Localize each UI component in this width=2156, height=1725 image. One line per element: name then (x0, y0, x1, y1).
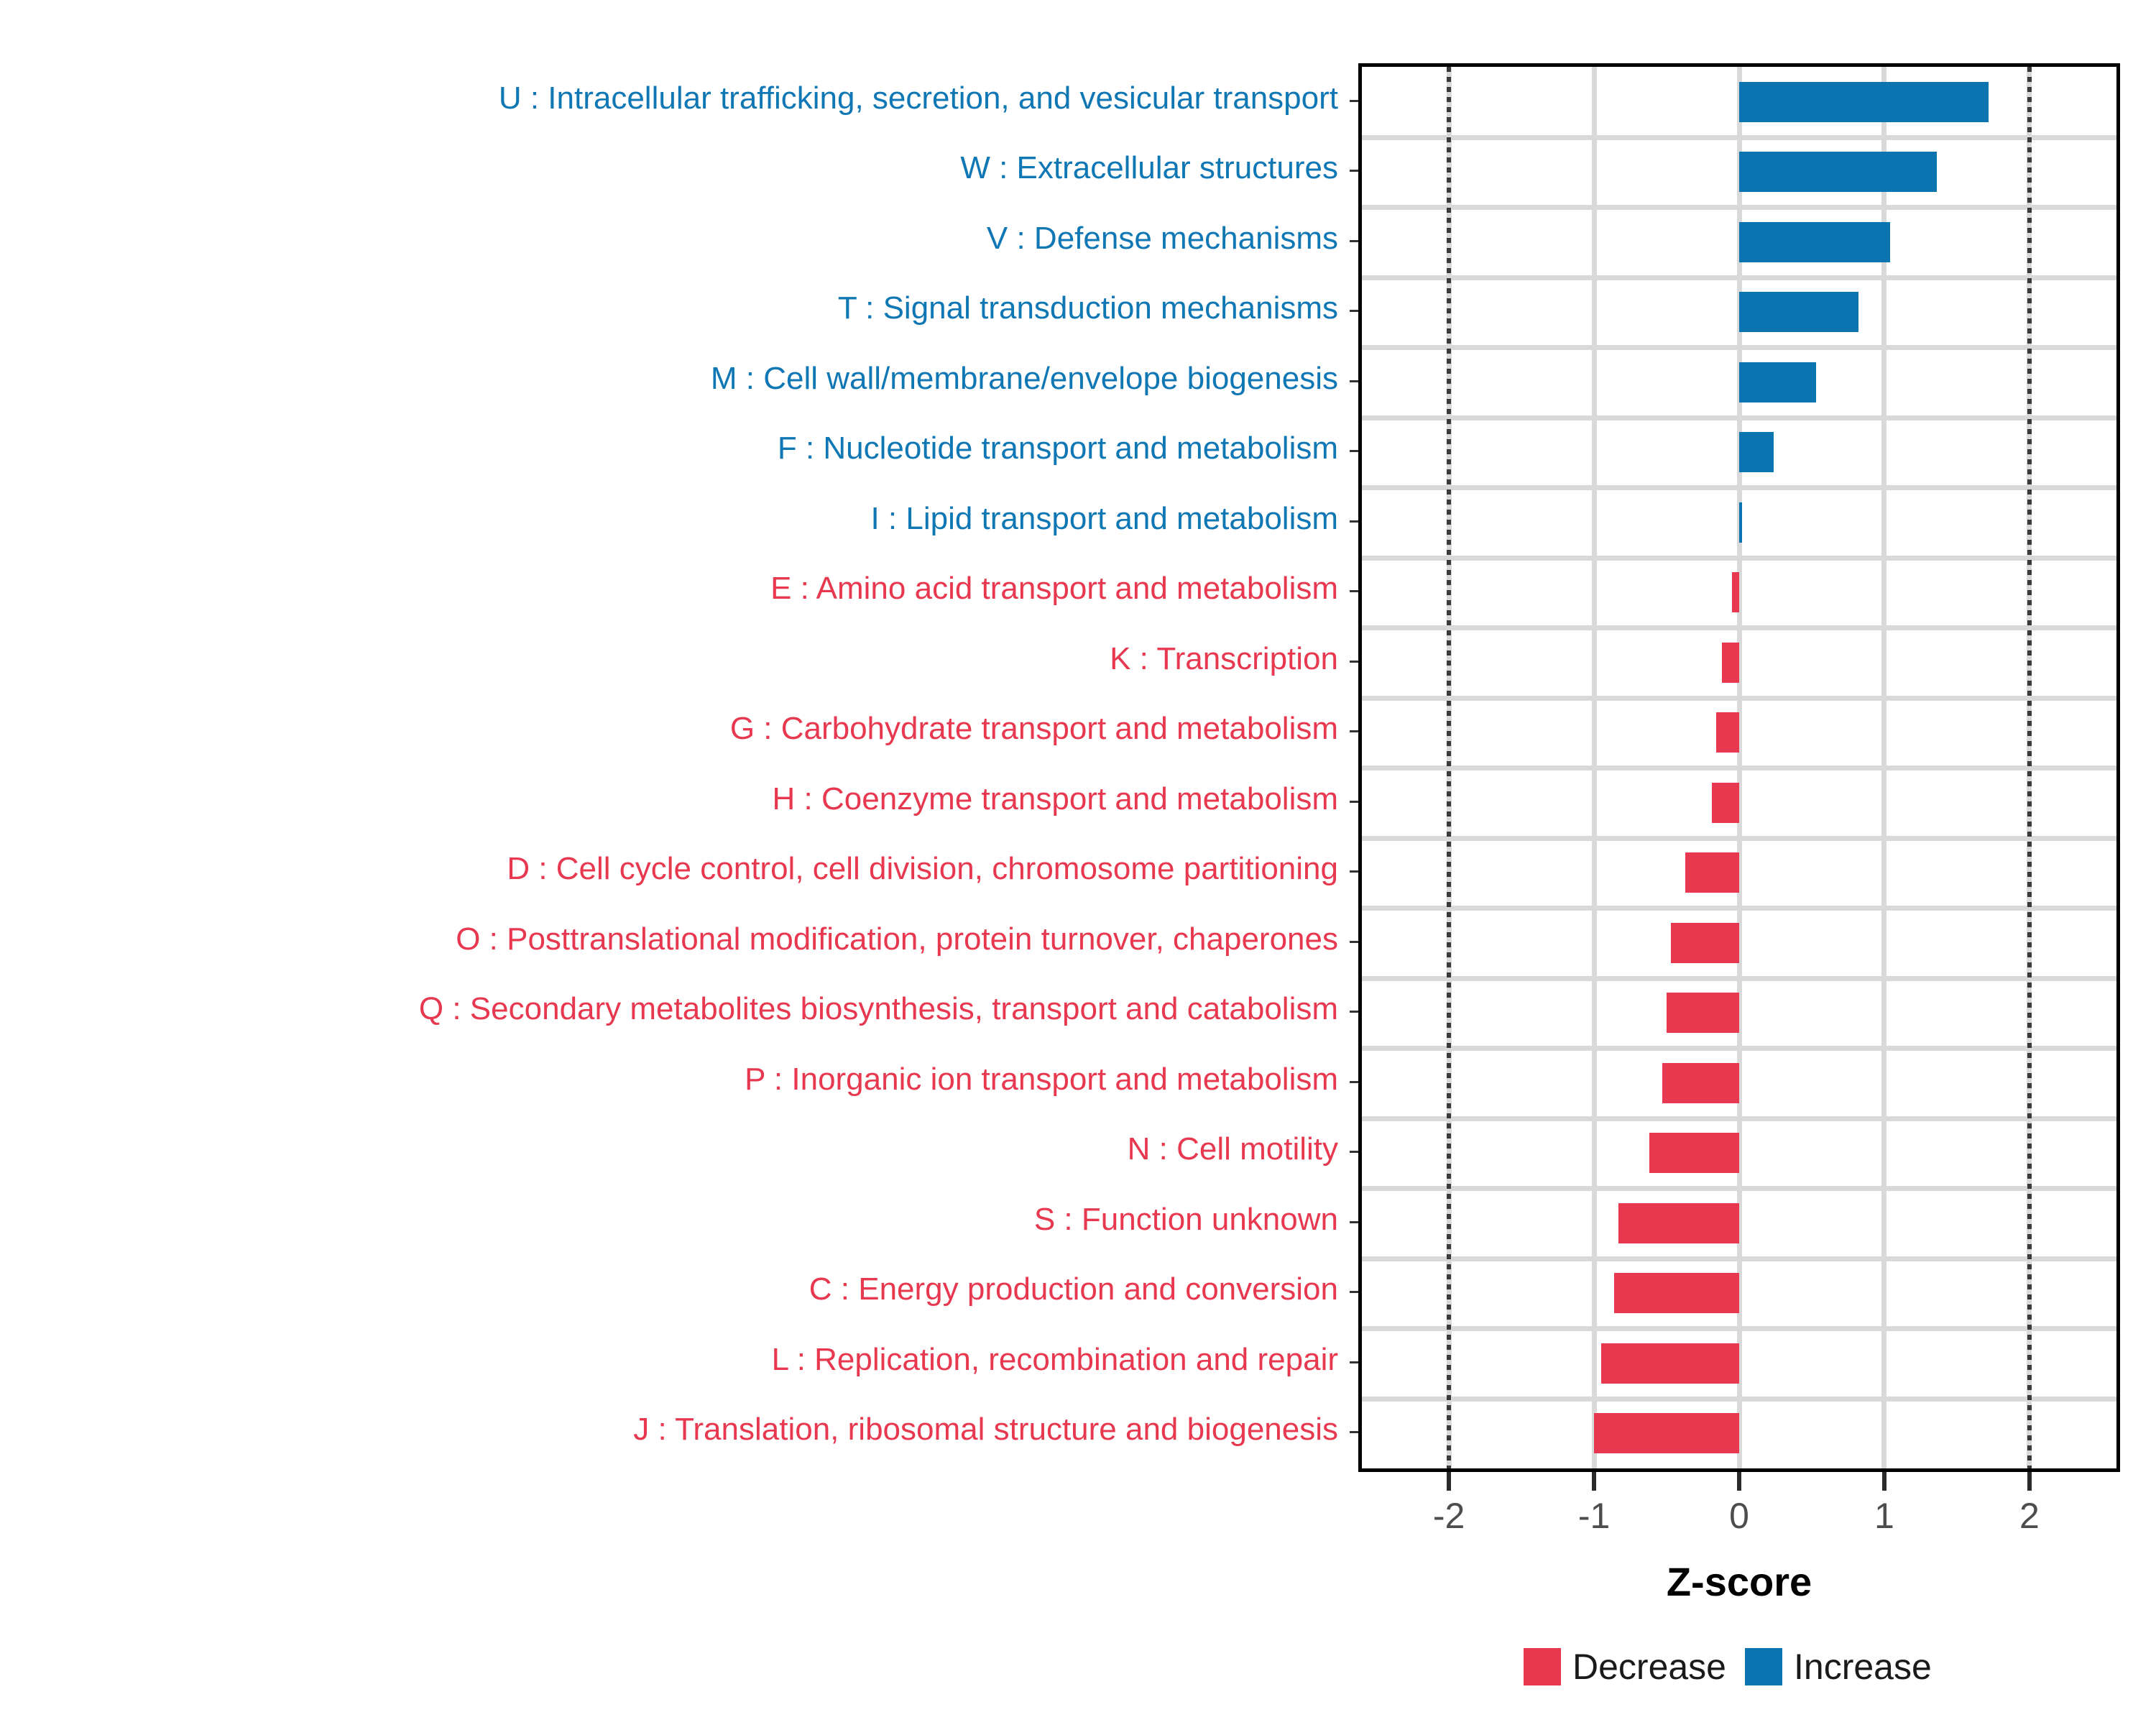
category-label: N : Cell motility (1127, 1131, 1338, 1167)
y-axis-tick (1350, 1011, 1358, 1013)
legend: Decrease Increase (1524, 1646, 1932, 1688)
bar (1739, 152, 1937, 193)
bar (1711, 782, 1739, 823)
gridline-vertical (1736, 67, 1742, 1468)
category-label: T : Signal transduction mechanisms (837, 290, 1338, 326)
category-label: Q : Secondary metabolites biosynthesis, … (418, 991, 1338, 1027)
y-axis-tick (1350, 730, 1358, 733)
y-axis-tick (1350, 870, 1358, 873)
legend-swatch-increase (1745, 1648, 1782, 1685)
category-label-column: U : Intracellular trafficking, secretion… (0, 63, 1351, 1472)
bar (1614, 1273, 1739, 1314)
gridline-vertical (1881, 67, 1887, 1468)
category-label: C : Energy production and conversion (808, 1271, 1338, 1307)
x-axis-tick (1592, 1472, 1597, 1491)
x-axis: -2 -1 0 1 2 (1358, 1472, 2120, 1536)
y-axis-tick (1350, 380, 1358, 382)
threshold-line (1447, 67, 1452, 1468)
bar (1685, 852, 1739, 893)
x-axis-tick-label: -1 (1577, 1496, 1611, 1536)
bar (1671, 922, 1739, 963)
x-axis-tick-label: -2 (1432, 1496, 1465, 1536)
category-label: H : Coenzyme transport and metabolism (772, 781, 1338, 816)
y-axis-tick (1350, 450, 1358, 453)
legend-label-decrease: Decrease (1572, 1647, 1726, 1687)
bar (1667, 993, 1739, 1034)
x-axis-tick (1737, 1472, 1741, 1491)
category-label: F : Nucleotide transport and metabolism (777, 431, 1338, 466)
x-axis-title: Z-score (1666, 1559, 1812, 1604)
x-axis-tick (1447, 1472, 1452, 1491)
category-label: L : Replication, recombination and repai… (771, 1341, 1338, 1377)
x-axis-tick (2027, 1472, 2032, 1491)
threshold-line (2027, 67, 2032, 1468)
category-label: P : Inorganic ion transport and metaboli… (745, 1061, 1338, 1097)
bar (1662, 1062, 1739, 1103)
x-axis-tick-label: 1 (1874, 1496, 1894, 1536)
bar (1739, 502, 1743, 543)
y-axis-tick (1350, 800, 1358, 803)
bar (1601, 1343, 1739, 1384)
bar (1739, 432, 1774, 473)
bar (1739, 362, 1817, 402)
y-axis-tick (1350, 1431, 1358, 1434)
y-axis-tick (1350, 940, 1358, 943)
category-label: V : Defense mechanisms (986, 220, 1338, 256)
category-label: U : Intracellular trafficking, secretion… (498, 80, 1338, 116)
category-label: O : Posttranslational modification, prot… (456, 921, 1338, 957)
category-label: I : Lipid transport and metabolism (870, 500, 1338, 536)
y-axis-tick (1350, 1291, 1358, 1294)
legend-item-decrease: Decrease (1524, 1646, 1726, 1688)
y-axis-tick (1350, 660, 1358, 663)
category-label: S : Function unknown (1033, 1201, 1338, 1237)
category-label: K : Transcription (1110, 640, 1338, 676)
bar (1739, 292, 1858, 333)
plot-area (1362, 67, 2116, 1468)
plot-panel (1358, 63, 2120, 1472)
legend-swatch-decrease (1524, 1648, 1561, 1685)
bar (1739, 81, 1989, 122)
category-label: E : Amino acid transport and metabolism (770, 571, 1338, 607)
x-axis-tick-label: 0 (1729, 1496, 1749, 1536)
y-axis-tick (1350, 310, 1358, 313)
legend-item-increase: Increase (1745, 1646, 1932, 1688)
x-axis-tick-label: 2 (2019, 1496, 2040, 1536)
bar (1649, 1133, 1739, 1174)
bar (1721, 642, 1739, 683)
y-axis-tick (1350, 170, 1358, 172)
gridline-vertical (1591, 67, 1597, 1468)
y-axis-tick (1350, 1361, 1358, 1363)
bar (1731, 572, 1739, 613)
category-label: G : Carbohydrate transport and metabolis… (729, 711, 1338, 747)
y-axis-tick (1350, 99, 1358, 102)
category-label: M : Cell wall/membrane/envelope biogenes… (710, 360, 1338, 396)
category-label: W : Extracellular structures (960, 150, 1338, 186)
bar (1618, 1202, 1739, 1243)
y-axis-tick (1350, 590, 1358, 593)
y-axis-tick (1350, 1220, 1358, 1223)
x-axis-tick (1881, 1472, 1886, 1491)
bar (1739, 221, 1890, 262)
y-axis-tick (1350, 239, 1358, 242)
category-label: J : Translation, ribosomal structure and… (633, 1412, 1338, 1448)
legend-label-increase: Increase (1794, 1647, 1932, 1687)
category-label: D : Cell cycle control, cell division, c… (507, 851, 1338, 887)
y-axis-tick (1350, 1080, 1358, 1083)
bar (1594, 1413, 1739, 1454)
y-axis-tick (1350, 1151, 1358, 1154)
bar (1715, 712, 1739, 753)
y-axis-tick (1350, 520, 1358, 523)
